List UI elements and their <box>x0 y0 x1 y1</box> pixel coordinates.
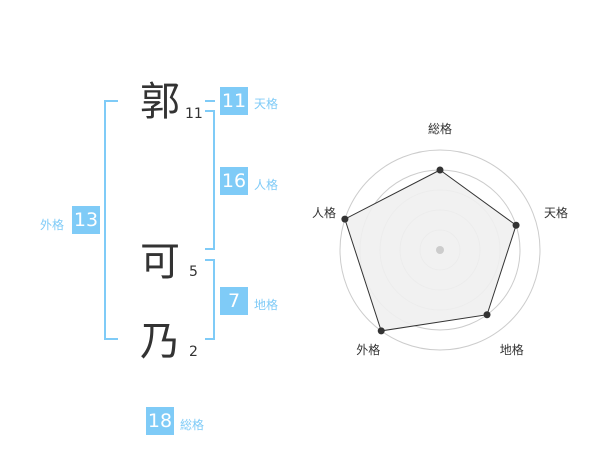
data-point <box>512 221 520 229</box>
name-char-1: 郭 <box>140 79 180 125</box>
soukaku-label: 総格 <box>180 418 205 432</box>
stroke-count-1: 11 <box>185 106 203 122</box>
data-point <box>341 215 349 223</box>
radar-axis-label: 天格 <box>544 206 569 221</box>
radar-axis-label: 外格 <box>356 342 381 357</box>
jinkaku-bracket <box>205 110 215 250</box>
radar-axis-label: 地格 <box>499 342 524 357</box>
radar-axis-label: 人格 <box>311 206 336 221</box>
soukaku-value: 18 <box>146 407 174 435</box>
data-point <box>483 311 491 319</box>
chikaku-bracket <box>205 259 215 340</box>
radar-axis-label: 総格 <box>428 122 453 136</box>
name-char-3: 乃 <box>140 319 180 365</box>
tenkaku-label: 天格 <box>254 97 279 111</box>
stroke-count-3: 2 <box>189 344 198 360</box>
jinkaku-label: 人格 <box>254 178 279 192</box>
name-char-2: 可 <box>140 239 180 285</box>
chikaku-value: 7 <box>220 287 248 315</box>
radar-area <box>344 169 517 332</box>
gaikaku-value: 13 <box>72 206 100 234</box>
tenkaku-value: 11 <box>220 87 248 115</box>
jinkaku-value: 16 <box>220 167 248 195</box>
gaikaku-label: 外格 <box>40 218 65 232</box>
chikaku-label: 地格 <box>254 298 279 312</box>
gaikaku-bracket <box>104 100 118 340</box>
data-point <box>436 166 444 174</box>
center-dot <box>436 246 444 254</box>
grid-ring <box>339 149 541 351</box>
stroke-count-2: 5 <box>189 264 198 280</box>
data-point <box>377 327 385 335</box>
tenkaku-bracket <box>205 100 215 102</box>
